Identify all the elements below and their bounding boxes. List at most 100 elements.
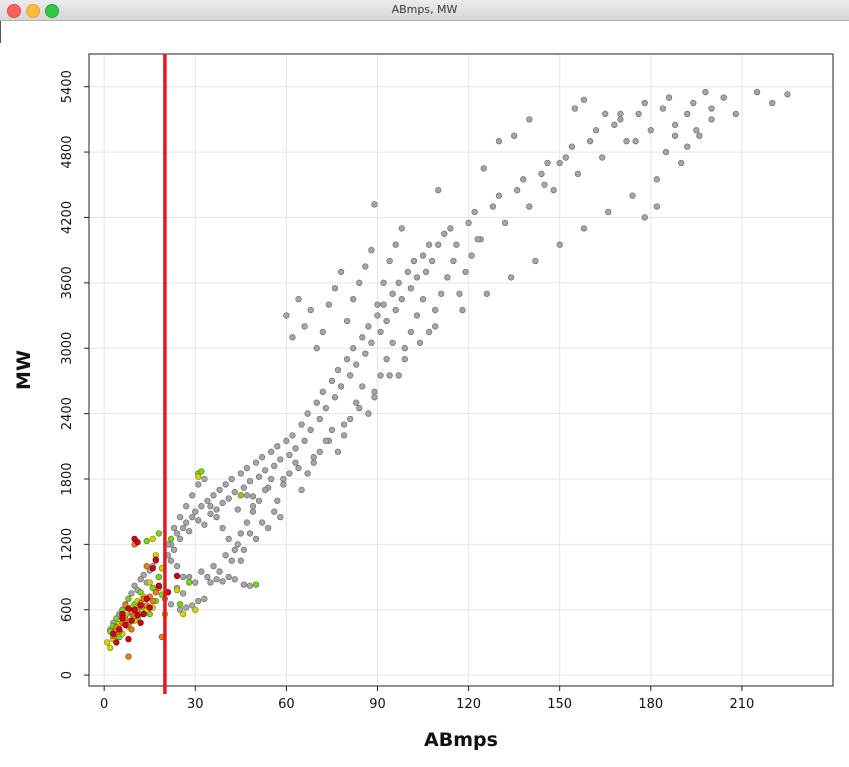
data-point — [128, 617, 135, 624]
data-point — [671, 121, 679, 128]
data-point — [632, 138, 639, 145]
data-point — [307, 426, 314, 434]
data-point — [556, 241, 563, 248]
data-point — [343, 317, 351, 325]
data-point — [435, 187, 442, 194]
data-point — [556, 159, 563, 167]
data-point — [365, 323, 372, 330]
data-point — [319, 388, 326, 395]
data-point — [347, 415, 354, 423]
data-point — [395, 372, 402, 379]
data-point — [137, 589, 144, 596]
data-point — [204, 497, 211, 504]
data-point — [653, 203, 661, 210]
data-point — [462, 268, 469, 276]
data-point — [268, 475, 275, 483]
data-point — [176, 513, 184, 521]
data-point — [784, 91, 791, 98]
data-point — [207, 510, 214, 517]
data-point — [380, 279, 387, 286]
y-tick-label: 5400 — [60, 70, 75, 103]
data-point — [186, 579, 193, 586]
x-axis-title: ABmps — [424, 729, 498, 751]
data-point — [149, 565, 156, 572]
close-traffic-light-icon[interactable] — [7, 4, 21, 18]
data-point — [125, 595, 132, 602]
data-point — [340, 432, 348, 439]
data-point — [447, 225, 454, 232]
data-point — [474, 236, 481, 243]
data-point — [337, 383, 345, 390]
data-point — [292, 445, 299, 452]
data-point — [371, 388, 378, 395]
data-point — [252, 459, 260, 466]
data-point — [295, 296, 302, 303]
data-point — [362, 350, 369, 357]
data-point — [435, 241, 442, 248]
data-point — [356, 279, 363, 286]
data-point — [383, 317, 390, 325]
data-point — [146, 579, 153, 586]
minimize-traffic-light-icon[interactable] — [26, 4, 40, 18]
data-point — [143, 595, 150, 602]
data-point — [271, 462, 278, 470]
data-point — [641, 99, 648, 107]
data-point — [240, 546, 248, 553]
grid-lines — [89, 54, 833, 686]
data-point — [137, 576, 144, 583]
data-point — [249, 508, 257, 515]
data-point — [441, 230, 448, 237]
data-point — [149, 584, 156, 592]
data-point — [173, 562, 181, 570]
data-point — [258, 454, 266, 461]
x-tick-label: 60 — [278, 697, 295, 712]
data-point — [210, 492, 217, 499]
data-point — [219, 499, 226, 507]
data-point — [134, 612, 141, 619]
data-point — [219, 524, 226, 532]
data-point — [277, 513, 284, 521]
maximize-traffic-light-icon[interactable] — [45, 4, 59, 18]
data-point — [629, 192, 636, 199]
data-point — [362, 263, 369, 270]
data-point — [316, 448, 323, 455]
data-point — [152, 589, 159, 596]
data-point — [201, 595, 208, 602]
data-point — [207, 579, 214, 586]
data-point — [514, 187, 521, 194]
data-point — [365, 410, 372, 417]
data-point — [386, 257, 393, 265]
data-point — [228, 475, 235, 483]
data-point — [429, 257, 436, 265]
data-point — [104, 639, 111, 646]
data-point — [331, 285, 339, 292]
data-point — [295, 464, 302, 472]
data-point — [568, 143, 575, 150]
data-point — [425, 328, 433, 336]
data-point — [167, 535, 175, 543]
data-point — [599, 154, 606, 161]
data-point — [155, 573, 162, 581]
data-point — [541, 181, 548, 188]
data-point — [510, 132, 518, 139]
data-point — [286, 470, 293, 477]
data-point — [350, 345, 357, 352]
data-point — [277, 456, 284, 463]
series-4 — [110, 535, 181, 646]
data-point — [574, 170, 582, 178]
data-point — [170, 524, 178, 532]
data-point — [255, 497, 263, 504]
data-point — [413, 312, 421, 319]
data-point — [292, 459, 299, 466]
data-point — [173, 572, 181, 580]
data-point — [410, 257, 418, 265]
data-point — [580, 225, 588, 232]
window-titlebar: ABmps, MW — [0, 0, 849, 21]
data-point — [444, 274, 451, 281]
x-tick-label: 0 — [100, 697, 108, 712]
data-point — [671, 132, 679, 139]
text-cursor — [0, 21, 1, 43]
data-point — [243, 519, 251, 526]
data-point — [173, 530, 181, 537]
data-point — [198, 468, 205, 475]
